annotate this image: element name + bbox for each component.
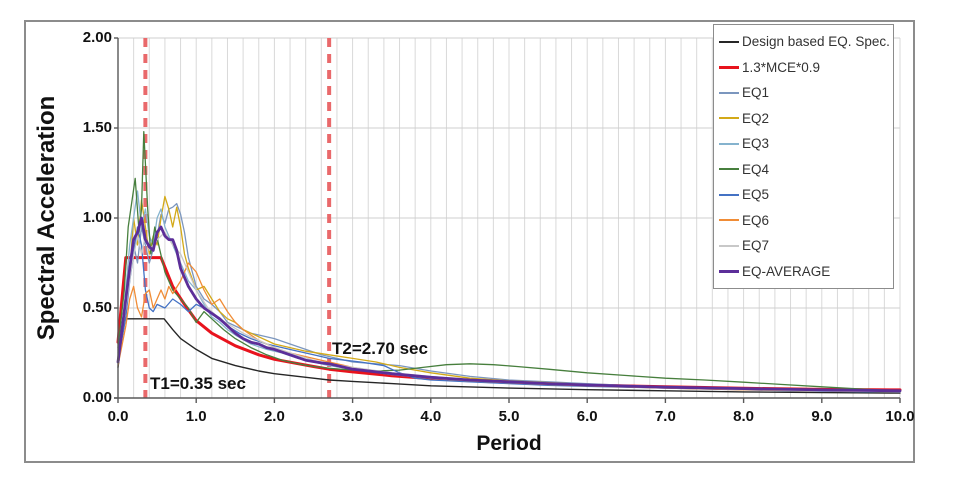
legend-entry: EQ1 [719,80,889,106]
x-axis-title: Period [476,432,542,455]
legend-line-swatch [719,117,739,120]
legend-label: EQ6 [742,212,770,228]
x-tick-label: 4.0 [420,408,442,425]
x-tick-label: 2.0 [263,408,285,425]
legend-label: 1.3*MCE*0.9 [742,59,821,75]
legend-entry: EQ2 [719,106,889,132]
x-tick-label: 6.0 [576,408,598,425]
legend-line-swatch [719,244,739,247]
legend-entry: EQ-AVERAGE [719,259,889,285]
legend: Design based EQ. Spec. 1.3*MCE*0.9 EQ1 EQ2 E… [713,24,894,289]
y-tick-label: 0.50 [82,299,112,316]
legend-line-swatch [719,193,739,196]
y-tick-label: 0.00 [82,389,112,406]
legend-entry: EQ4 [719,157,889,183]
legend-label: EQ7 [742,238,770,254]
chart-frame: Spectral Acceleration 0.00 0.50 1.00 1.50 2.… [24,20,915,463]
legend-entry: EQ6 [719,208,889,234]
legend-label: EQ5 [742,187,770,203]
x-tick-label: 1.0 [185,408,207,425]
x-tick-label: 7.0 [654,408,676,425]
legend-label: EQ3 [742,136,770,152]
t1-annotation: T1=0.35 sec [150,374,246,393]
legend-line-swatch [719,219,739,222]
x-tick-label: 3.0 [342,408,364,425]
legend-label: EQ-AVERAGE [742,263,831,279]
legend-label: EQ1 [742,85,770,101]
legend-entry: EQ5 [719,182,889,208]
legend-label: EQ4 [742,161,770,177]
legend-line-swatch [719,40,739,43]
legend-entry: EQ3 [719,131,889,157]
legend-entry: Design based EQ. Spec. [719,29,889,55]
x-tick-label: 10.0 [885,408,915,425]
legend-line-swatch [719,269,739,273]
legend-line-swatch [719,65,739,69]
t2-annotation: T2=2.70 sec [332,339,428,358]
series-design-based-eq-spec- [117,318,901,394]
y-tick-label: 1.00 [82,209,112,226]
series-eq4 [117,130,901,392]
spectral-acceleration-chart [114,37,902,403]
y-tick-label: 1.50 [82,119,112,136]
legend-label: EQ2 [742,110,770,126]
x-tick-label: 8.0 [733,408,755,425]
legend-line-swatch [719,91,739,94]
legend-entry: 1.3*MCE*0.9 [719,55,889,81]
legend-line-swatch [719,168,739,171]
legend-label: Design based EQ. Spec. [742,34,889,50]
x-tick-label: 0.0 [107,408,129,425]
legend-line-swatch [719,142,739,145]
series-eq5 [117,226,901,393]
series-eq-average [116,216,902,393]
x-tick-label: 5.0 [498,408,520,425]
y-tick-label: 2.00 [82,29,112,46]
x-tick-label: 9.0 [811,408,833,425]
legend-entry: EQ7 [719,233,889,259]
